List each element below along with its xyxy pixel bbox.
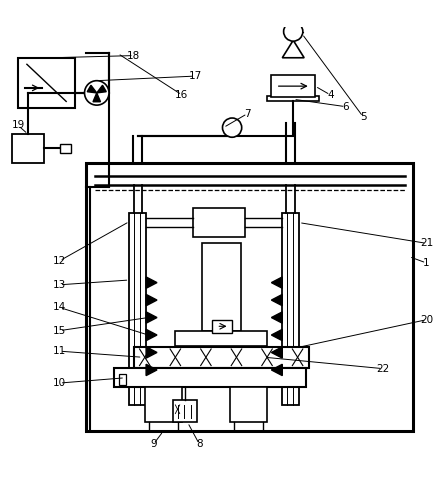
- Text: 9: 9: [150, 439, 157, 449]
- Text: 21: 21: [420, 238, 433, 248]
- Bar: [12, 134, 44, 163]
- Text: 20: 20: [420, 315, 433, 325]
- Bar: [60, 144, 71, 153]
- Bar: [86, 163, 413, 431]
- Polygon shape: [272, 312, 283, 323]
- Bar: [267, 96, 319, 102]
- Polygon shape: [146, 295, 157, 306]
- Circle shape: [85, 81, 109, 105]
- Text: 19: 19: [11, 120, 25, 131]
- Polygon shape: [146, 277, 157, 288]
- Bar: [145, 387, 182, 422]
- Text: 11: 11: [53, 346, 66, 356]
- Bar: [283, 213, 299, 405]
- Text: 17: 17: [188, 71, 201, 81]
- Text: 7: 7: [244, 109, 251, 119]
- Circle shape: [284, 22, 303, 41]
- Polygon shape: [93, 93, 100, 102]
- Bar: [119, 374, 127, 385]
- Text: 13: 13: [53, 280, 66, 290]
- Text: 5: 5: [360, 111, 367, 122]
- Bar: [212, 320, 232, 333]
- Bar: [201, 244, 241, 330]
- Text: 14: 14: [53, 302, 66, 312]
- Bar: [18, 58, 75, 108]
- Bar: [114, 368, 306, 387]
- Text: 1: 1: [423, 258, 430, 268]
- Text: 10: 10: [53, 378, 66, 388]
- Bar: [173, 401, 197, 422]
- Polygon shape: [272, 277, 283, 288]
- Bar: [272, 75, 315, 97]
- Bar: [130, 213, 146, 405]
- Polygon shape: [146, 312, 157, 323]
- Bar: [230, 387, 267, 422]
- Polygon shape: [272, 347, 283, 358]
- Polygon shape: [146, 329, 157, 341]
- Text: 16: 16: [175, 90, 188, 100]
- Polygon shape: [272, 329, 283, 341]
- Text: 18: 18: [127, 51, 141, 60]
- Polygon shape: [272, 364, 283, 376]
- Text: 22: 22: [376, 364, 389, 374]
- Polygon shape: [146, 347, 157, 358]
- Circle shape: [223, 118, 242, 137]
- Polygon shape: [97, 85, 106, 93]
- Text: 6: 6: [343, 102, 349, 111]
- Bar: [134, 347, 308, 368]
- Text: 15: 15: [53, 326, 66, 336]
- Polygon shape: [272, 295, 283, 306]
- Polygon shape: [146, 364, 157, 376]
- Text: 4: 4: [327, 90, 334, 100]
- Text: 12: 12: [53, 256, 66, 266]
- Polygon shape: [87, 85, 97, 93]
- Bar: [193, 208, 245, 237]
- Text: 8: 8: [196, 439, 203, 449]
- Bar: [175, 330, 267, 346]
